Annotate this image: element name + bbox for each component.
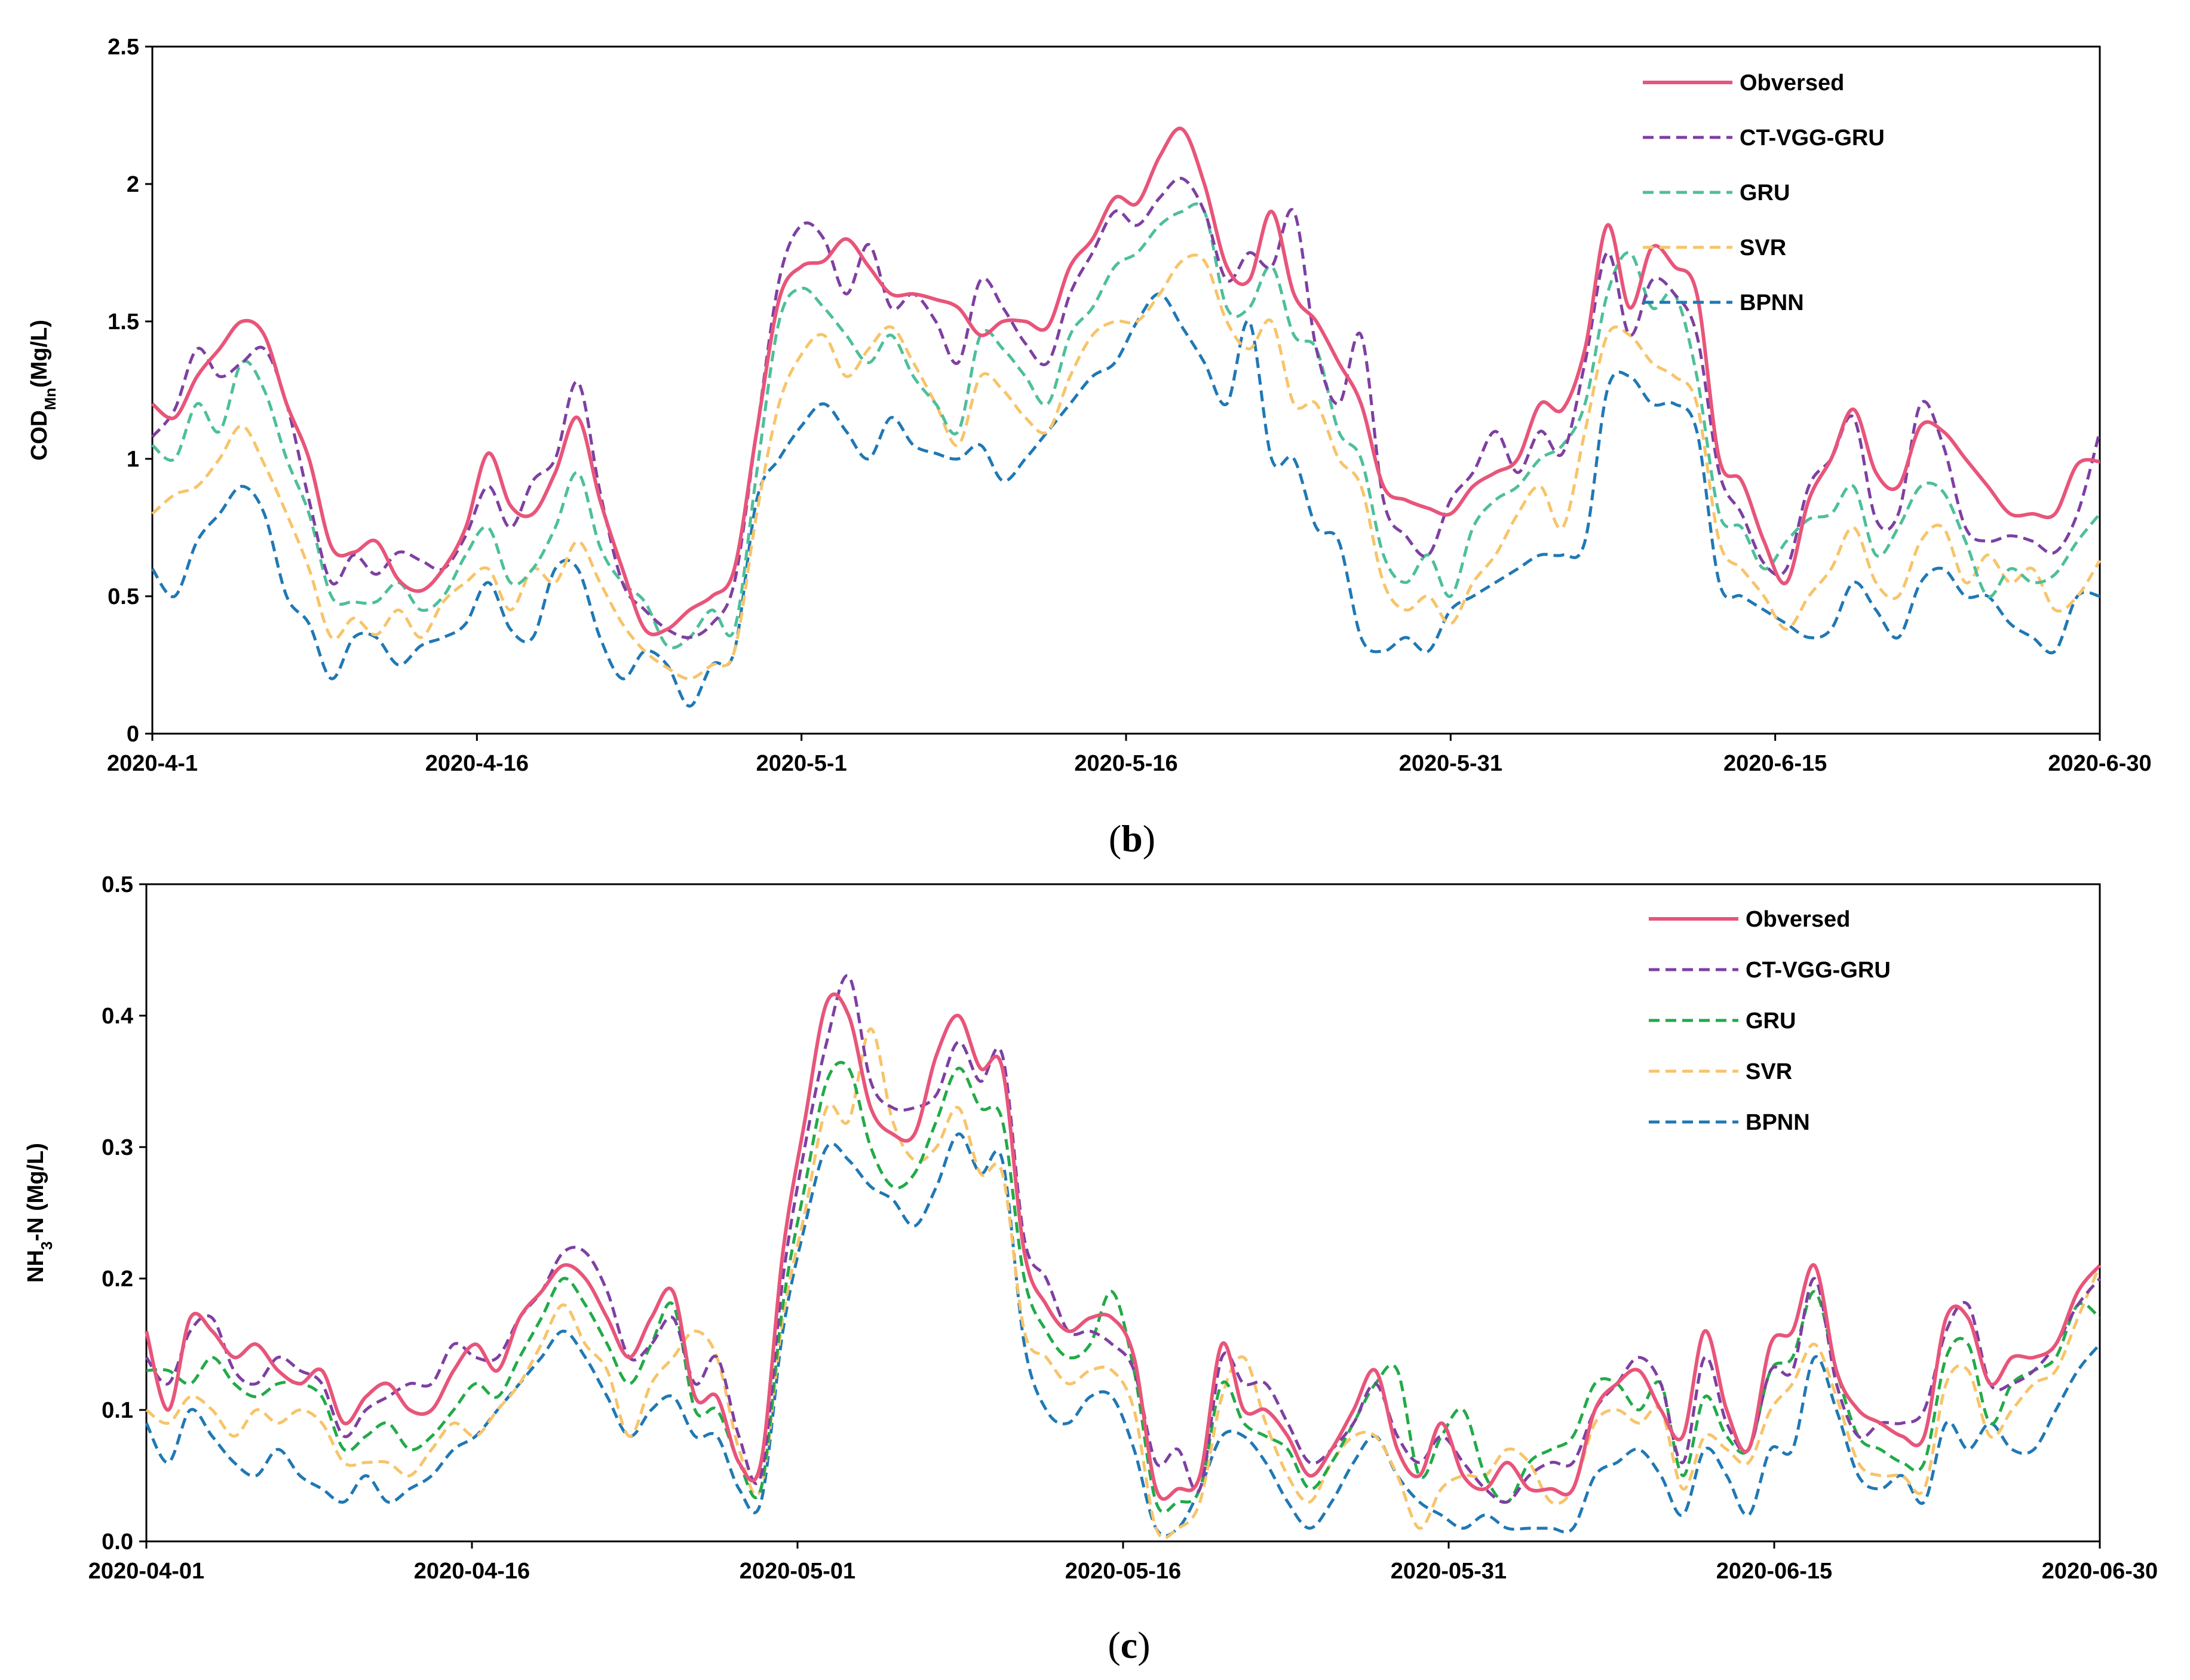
x-tick-label: 2020-6-15	[1723, 751, 1827, 776]
legend: Obversed CT-VGG-GRU GRU SVR BPNN	[1643, 70, 1885, 315]
x-tick-label: 2020-06-30	[2042, 1559, 2158, 1584]
x-tick-label: 2020-05-31	[1391, 1559, 1507, 1584]
x-tick-label: 2020-04-01	[88, 1559, 204, 1584]
chart-panel-c: 0.0 0.1 0.2 0.3 0.4 0.5 2020-04-01 2020-04-16 20…	[23, 872, 2158, 1666]
series-line-bpnn	[151, 292, 2100, 708]
y-axis-title-subscript: Mn	[41, 388, 59, 410]
x-tick-label: 2020-4-1	[107, 751, 198, 776]
y-tick-label: 2.5	[108, 35, 139, 60]
y-tick-label: 0.3	[102, 1135, 133, 1160]
y-axis-title-base: COD	[27, 410, 52, 461]
y-axis-title: CODMn(Mg/L)	[27, 320, 59, 461]
legend-label: Obversed	[1740, 70, 1844, 96]
x-tick-label: 2020-06-15	[1716, 1559, 1832, 1584]
x-tick-label: 2020-05-16	[1065, 1559, 1181, 1584]
y-axis-title-base: NH	[23, 1250, 48, 1283]
y-tick-label: 1	[127, 447, 139, 472]
x-tick-label: 2020-5-1	[756, 751, 847, 776]
legend-label: SVR	[1746, 1059, 1792, 1084]
series-line-svr	[145, 1027, 2102, 1540]
caption-close-paren: )	[1143, 817, 1155, 860]
caption-letter: c	[1121, 1624, 1137, 1666]
series-line-gru	[151, 202, 2101, 649]
y-tick-label: 1.5	[108, 309, 139, 335]
y-axis-title-units: (Mg/L)	[27, 320, 52, 388]
y-tick-label: 2	[127, 172, 139, 197]
series-line-obversed	[151, 126, 2100, 637]
y-tick-label: 0.5	[102, 872, 133, 897]
y-tick-label: 0	[127, 722, 139, 747]
caption-open-paren: (	[1108, 1624, 1120, 1666]
series-line-svr	[151, 253, 2102, 680]
series-line-ct-vgg-gru	[151, 177, 2102, 639]
panel-caption: (c)	[1108, 1624, 1150, 1666]
series-line-gru	[146, 1060, 2101, 1514]
chart-panel-b: 0 0.5 1 1.5 2 2.5 2020-4-1 2020-4-16 2020-5-1 202…	[27, 35, 2152, 860]
legend: Obversed CT-VGG-GRU GRU SVR BPNN	[1649, 907, 1891, 1135]
x-tick-label: 2020-6-30	[2048, 751, 2151, 776]
series-line-obversed	[145, 992, 2102, 1501]
legend-label: GRU	[1740, 180, 1790, 206]
legend-label: CT-VGG-GRU	[1740, 125, 1885, 151]
y-axis-title-units: -N (Mg/L)	[23, 1143, 48, 1241]
y-axis-title: NH3-N (Mg/L)	[23, 1143, 56, 1283]
y-axis-title-subscript: 3	[38, 1241, 56, 1250]
legend-label: SVR	[1740, 235, 1786, 260]
legend-label: BPNN	[1740, 290, 1804, 315]
y-tick-label: 0.0	[102, 1529, 133, 1555]
panel-caption: (b)	[1109, 817, 1155, 860]
y-tick-label: 0.1	[102, 1398, 133, 1423]
legend-label: BPNN	[1746, 1110, 1810, 1135]
x-tick-label: 2020-4-16	[425, 751, 529, 776]
caption-open-paren: (	[1109, 817, 1121, 860]
legend-label: GRU	[1746, 1008, 1796, 1034]
x-tick-label: 2020-05-01	[740, 1559, 855, 1584]
x-tick-label: 2020-5-31	[1399, 751, 1502, 776]
legend-label: Obversed	[1746, 907, 1850, 932]
plot-area-frame	[145, 883, 2101, 1543]
y-tick-label: 0.4	[102, 1004, 133, 1029]
series-line-ct-vgg-gru	[145, 974, 2101, 1504]
x-tick-label: 2020-5-16	[1074, 751, 1177, 776]
x-tick-label: 2020-04-16	[414, 1559, 530, 1584]
y-tick-label: 0.2	[102, 1267, 133, 1292]
series-line-bpnn	[145, 1132, 2101, 1538]
caption-close-paren: )	[1137, 1624, 1150, 1666]
y-tick-label: 0.5	[108, 584, 139, 609]
legend-label: CT-VGG-GRU	[1746, 958, 1891, 983]
caption-letter: b	[1121, 817, 1143, 860]
